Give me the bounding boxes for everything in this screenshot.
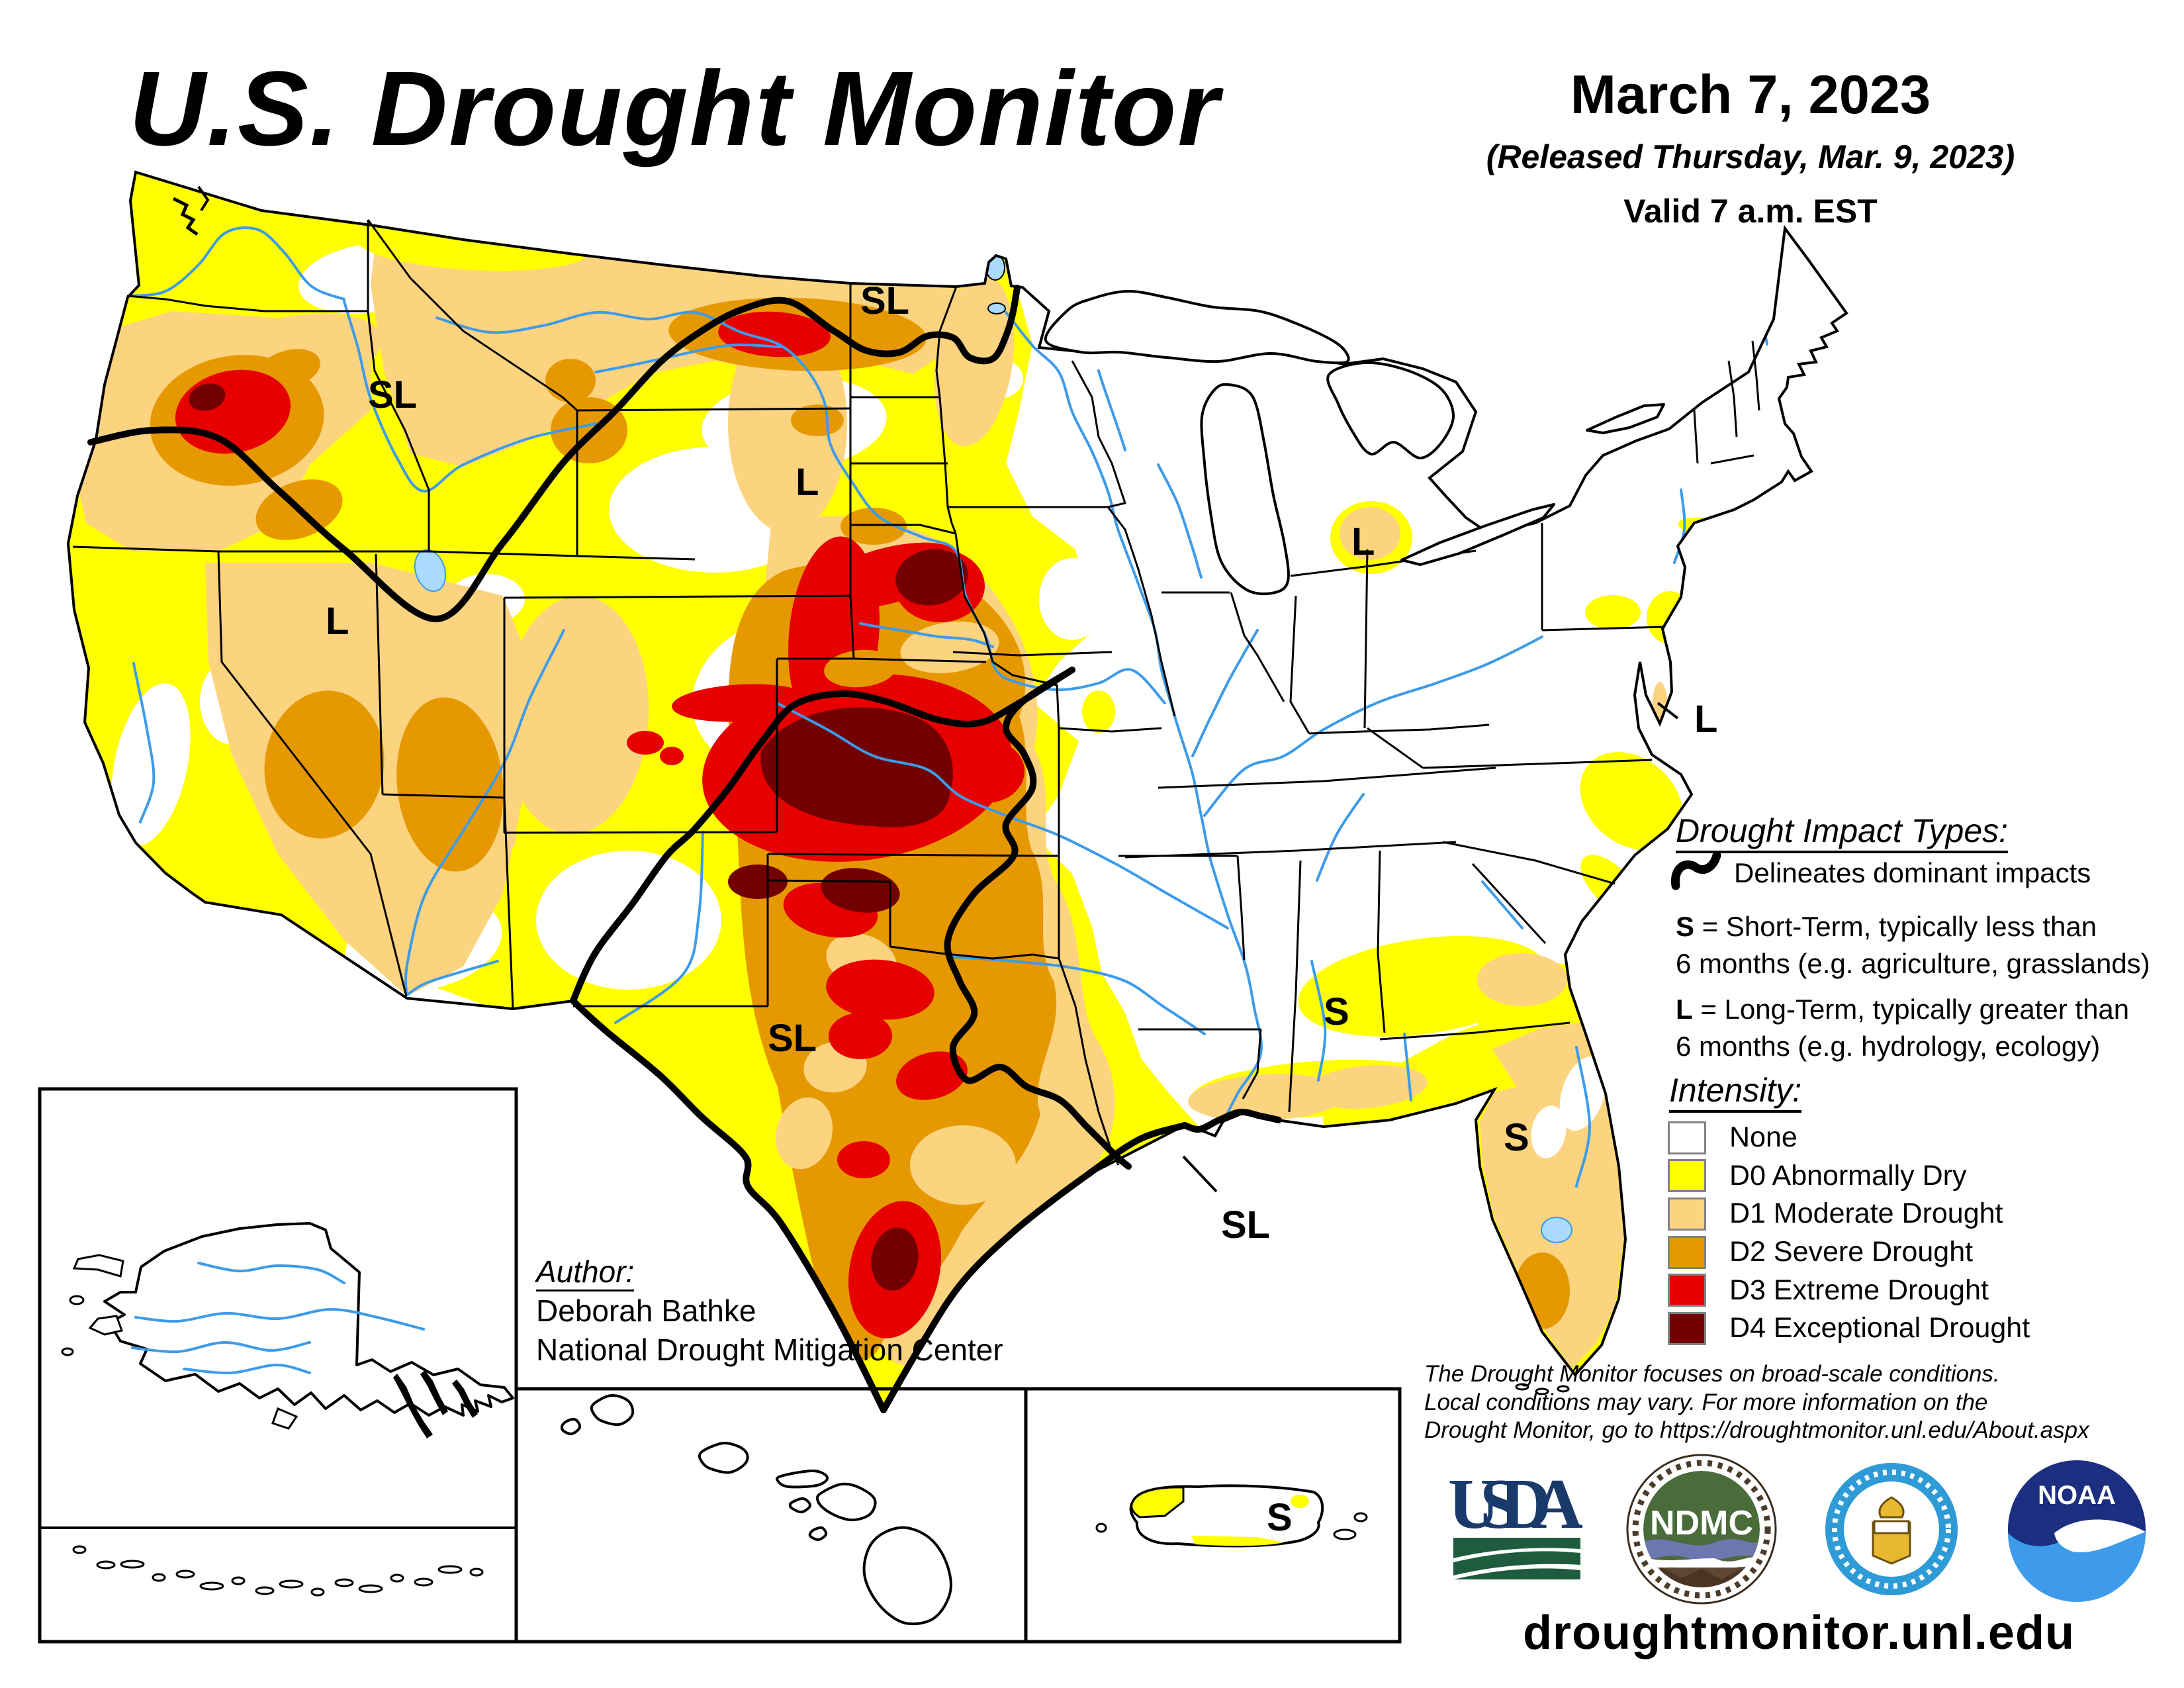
svg-text:L: L: [796, 461, 819, 504]
svg-text:SL: SL: [768, 1017, 817, 1060]
svg-text:SL: SL: [860, 279, 909, 322]
svg-text:L: L: [1694, 698, 1717, 741]
svg-text:USDA: USDA: [1448, 1465, 1583, 1544]
svg-text:S: S: [1267, 1496, 1293, 1539]
svg-text:NOAA: NOAA: [2038, 1481, 2116, 1510]
svg-text:S: S: [1504, 1116, 1529, 1159]
svg-text:SL: SL: [1221, 1203, 1270, 1246]
svg-text:SL: SL: [368, 373, 417, 416]
svg-text:S: S: [1324, 990, 1349, 1033]
svg-text:L: L: [1351, 520, 1375, 563]
svg-text:NDMC: NDMC: [1650, 1504, 1753, 1542]
svg-text:L: L: [326, 600, 349, 643]
